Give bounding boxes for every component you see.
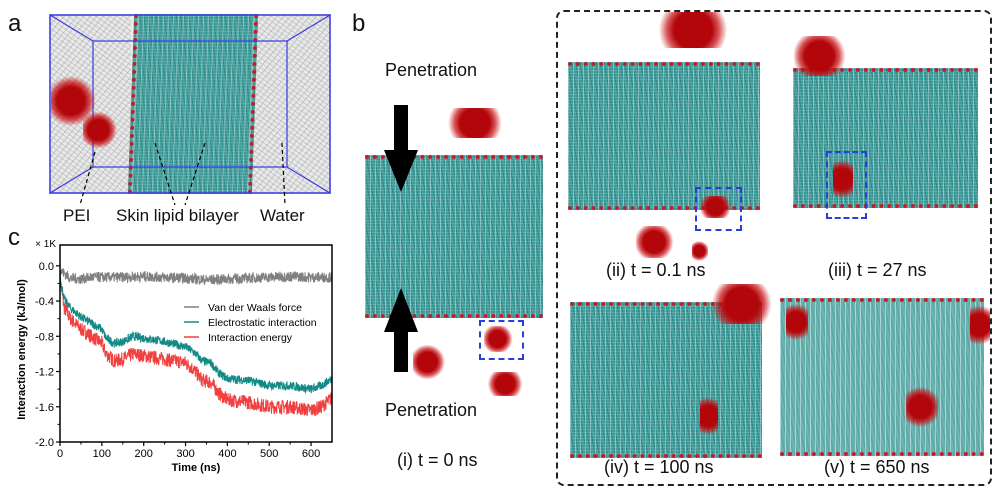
y-tick-label: 0.0 bbox=[39, 261, 54, 273]
selection-box bbox=[695, 187, 742, 231]
pei-molecule bbox=[83, 112, 117, 148]
pei-molecule bbox=[833, 155, 853, 203]
snapshot-v-bilayer bbox=[780, 298, 984, 456]
legend-label: Interaction energy bbox=[208, 332, 293, 344]
penetration-top-label: Penetration bbox=[385, 60, 478, 80]
y-tick-label: -2.0 bbox=[35, 437, 54, 449]
penetration-arrows bbox=[384, 105, 418, 372]
y-tick-label: -1.6 bbox=[35, 402, 54, 414]
label-water: Water bbox=[260, 206, 305, 225]
pei-molecule bbox=[636, 226, 676, 258]
series-line bbox=[59, 276, 333, 395]
series-interaction-energy bbox=[59, 274, 333, 417]
selection-box bbox=[479, 320, 524, 360]
panel-c-letter: c bbox=[8, 224, 20, 251]
pei-molecule bbox=[700, 196, 734, 218]
interaction-energy-chart: 0 100 200 300 400 500 600 0.0 -0.4 -0.8 -1.2 -1.6 -2… bbox=[16, 239, 333, 474]
series-van-der-waals-force bbox=[59, 268, 333, 286]
snapshot-ii-caption: (ii) t = 0.1 ns bbox=[606, 260, 706, 280]
snapshot-v-caption: (v) t = 650 ns bbox=[824, 457, 930, 477]
pei-molecule bbox=[488, 372, 526, 396]
x-tick-label: 300 bbox=[176, 448, 194, 460]
snapshot-ii-bilayer bbox=[568, 62, 760, 210]
snapshot-i-caption: (i) t = 0 ns bbox=[397, 450, 478, 470]
pei-molecule bbox=[413, 345, 445, 379]
x-tick-label: 600 bbox=[302, 448, 320, 460]
snapshot-iv-caption: (iv) t = 100 ns bbox=[604, 457, 714, 477]
plot-frame bbox=[59, 244, 333, 443]
series-line bbox=[59, 274, 333, 417]
pei-molecule bbox=[906, 385, 938, 429]
water-right bbox=[245, 14, 331, 194]
penetration-bottom-label: Penetration bbox=[385, 400, 478, 420]
y-tick-label: -0.8 bbox=[35, 331, 54, 343]
pei-molecule bbox=[970, 300, 990, 350]
y-multiplier-label: × 1K bbox=[35, 239, 56, 250]
legend-label: Electrostatic interaction bbox=[208, 317, 317, 329]
legend-label: Van der Waals force bbox=[208, 302, 302, 314]
pei-molecule bbox=[794, 36, 850, 76]
series-line bbox=[59, 268, 333, 286]
simulation-box-image bbox=[49, 14, 331, 194]
x-axis-label: Time (ns) bbox=[172, 462, 221, 474]
y-axis-label: Interaction energy (kJ/mol) bbox=[16, 279, 28, 420]
pei-molecule bbox=[712, 284, 778, 324]
label-skin-lipid-bilayer: Skin lipid bilayer bbox=[116, 206, 239, 225]
x-tick-label: 0 bbox=[57, 448, 63, 460]
panel-a-letter: a bbox=[8, 10, 22, 37]
label-pei: PEI bbox=[63, 206, 91, 225]
lipid-bilayer bbox=[365, 155, 543, 318]
y-tick-label: -1.2 bbox=[35, 367, 54, 379]
panel-b-letter: b bbox=[352, 10, 366, 37]
arrow-down-icon bbox=[384, 105, 418, 192]
pei-molecule bbox=[484, 326, 514, 352]
pei-molecule bbox=[700, 392, 718, 440]
x-tick-label: 400 bbox=[218, 448, 236, 460]
arrow-up-icon bbox=[384, 288, 418, 372]
pei-molecule bbox=[692, 240, 708, 262]
pei-molecule bbox=[786, 300, 808, 344]
series-electrostatic-interaction bbox=[59, 276, 333, 395]
snapshot-iii-caption: (iii) t = 27 ns bbox=[828, 260, 927, 280]
snapshots-frame bbox=[556, 10, 992, 486]
panel-a-leader-lines bbox=[79, 142, 286, 206]
selection-box bbox=[826, 151, 867, 219]
snapshot-i bbox=[365, 155, 543, 318]
snapshot-iii-bilayer bbox=[793, 68, 978, 208]
x-tick-label: 200 bbox=[135, 448, 153, 460]
legend: Van der Waals force Electrostatic interac… bbox=[184, 302, 317, 344]
y-tick-label: -0.4 bbox=[35, 296, 54, 308]
pei-molecule bbox=[657, 12, 737, 48]
pei-molecule bbox=[447, 108, 509, 138]
snapshot-iv-bilayer bbox=[570, 302, 762, 458]
x-tick-label: 500 bbox=[260, 448, 278, 460]
x-tick-label: 100 bbox=[93, 448, 111, 460]
